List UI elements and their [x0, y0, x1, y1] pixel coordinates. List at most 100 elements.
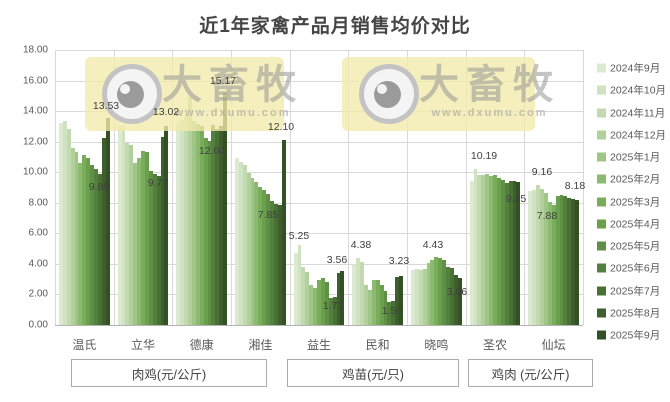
bar-晓鸣-2024年9月	[411, 270, 415, 325]
bar-民和-2025年3月	[375, 279, 380, 325]
bar-温氏-2025年2月	[78, 163, 83, 325]
bar-德康-2024年11月	[184, 114, 189, 325]
bar-益生-2025年9月	[340, 270, 345, 325]
value-label: 9.35	[505, 193, 527, 205]
value-label: 9.89	[88, 181, 110, 193]
y-axis-tick-label: 0.00	[28, 319, 48, 331]
bar-湘佳-2025年4月	[262, 189, 267, 325]
bar-益生-2025年3月	[317, 279, 321, 325]
legend-item: 2024年9月	[597, 61, 660, 76]
bar-民和-2025年7月	[391, 301, 396, 325]
bar-圣农-2025年2月	[489, 176, 494, 325]
bar-湘佳-2025年5月	[266, 193, 271, 325]
bar-晓鸣-2024年10月	[414, 269, 419, 325]
bar-晓鸣-2024年12月	[422, 269, 427, 325]
bar-益生-2024年9月	[293, 253, 298, 325]
bar-立华-2025年2月	[137, 158, 142, 325]
bar-圣农-2025年7月	[508, 181, 513, 325]
bar-仙坛-2024年10月	[532, 189, 537, 325]
legend-label: 2025年8月	[610, 307, 661, 320]
bar-湘佳-2024年11月	[242, 164, 247, 325]
value-label: 1.50	[381, 305, 403, 317]
bar-德康-2025年1月	[191, 121, 196, 325]
bar-民和-2025年2月	[371, 279, 376, 325]
legend-item: 2025年8月	[597, 305, 660, 320]
bar-湘佳-2025年8月	[277, 205, 282, 325]
value-label: 15.17	[209, 75, 237, 87]
gridline-vertical	[465, 50, 467, 325]
bar-德康-2024年9月	[176, 121, 181, 325]
bar-圣农-2025年5月	[500, 179, 505, 325]
bar-湘佳-2024年9月	[235, 157, 239, 325]
bar-湘佳-2024年10月	[238, 161, 243, 325]
bar-仙坛-2024年12月	[540, 189, 544, 325]
category-label: 晓鸣	[424, 338, 449, 352]
bar-立华-2025年9月	[164, 126, 169, 325]
bar-晓鸣-2025年5月	[442, 260, 447, 325]
bar-圣农-2024年12月	[481, 175, 486, 325]
bar-德康-2024年12月	[188, 97, 192, 325]
watermark-brand: 大畜牧	[419, 63, 560, 107]
bar-德康-2025年2月	[195, 124, 200, 325]
gridline-vertical	[524, 50, 526, 325]
y-axis-tick-label: 4.00	[28, 258, 48, 270]
bar-圣农-2025年4月	[496, 178, 501, 325]
watermark-url: www.dxumu.com	[174, 107, 291, 119]
legend-item: 2025年1月	[597, 150, 660, 165]
value-label: 3.23	[388, 255, 410, 267]
bar-湘佳-2024年12月	[246, 172, 251, 325]
bar-仙坛-2025年1月	[543, 192, 548, 325]
gridline-vertical	[113, 50, 115, 325]
bar-温氏-2024年12月	[70, 147, 75, 325]
bar-圣农-2024年11月	[477, 174, 482, 325]
legend-item: 2025年3月	[597, 194, 660, 209]
gridline-horizontal	[55, 111, 583, 113]
legend-label: 2025年3月	[610, 196, 661, 208]
bar-民和-2025年8月	[395, 276, 400, 325]
bar-温氏-2025年7月	[97, 173, 102, 325]
gridline-vertical	[348, 50, 350, 325]
legend-item: 2025年6月	[597, 261, 660, 276]
bar-立华-2025年6月	[152, 173, 157, 325]
legend-swatch-icon	[597, 108, 606, 117]
bar-民和-2025年4月	[379, 285, 384, 325]
legend-label: 2024年11月	[610, 107, 666, 119]
value-label: 13.02	[152, 106, 180, 118]
bar-仙坛-2025年5月	[559, 195, 564, 325]
bar-圣农-2025年6月	[504, 182, 509, 325]
gridline-horizontal	[55, 233, 583, 235]
bar-仙坛-2025年4月	[555, 196, 560, 325]
axis-group-box: 肉鸡(元/公斤)	[71, 359, 267, 387]
bar-圣农-2025年1月	[485, 173, 490, 325]
value-label: 7.85	[257, 209, 279, 221]
bar-民和-2025年6月	[387, 302, 392, 325]
category-label: 德康	[189, 338, 214, 352]
legend-swatch-icon	[597, 241, 606, 251]
watermark: 大畜牧 www.dxumu.com	[342, 57, 553, 131]
bar-仙坛-2024年9月	[528, 191, 533, 325]
value-label: 4.43	[422, 239, 444, 251]
bar-晓鸣-2025年7月	[449, 268, 454, 325]
bar-益生-2025年1月	[309, 285, 314, 325]
bar-圣农-2025年8月	[512, 181, 517, 325]
axis-group-box: 鸡肉 (元/公斤)	[468, 359, 593, 387]
value-label: 3.56	[326, 254, 348, 266]
bar-仙坛-2025年2月	[547, 201, 552, 325]
bar-温氏-2025年9月	[105, 118, 110, 325]
bar-圣农-2024年9月	[469, 180, 474, 325]
bar-立华-2025年7月	[156, 175, 161, 325]
legend-label: 2024年12月	[610, 129, 667, 142]
y-axis-tick-label: 14.00	[22, 105, 48, 117]
y-axis-tick-label: 2.00	[28, 288, 48, 300]
bar-德康-2025年6月	[211, 124, 216, 325]
legend-item: 2025年5月	[597, 239, 660, 254]
bar-仙坛-2025年8月	[571, 198, 576, 325]
legend-item: 2025年4月	[597, 216, 660, 231]
value-label: 4.38	[350, 239, 372, 251]
gridline-vertical	[55, 50, 56, 325]
legend-label: 2025年1月	[610, 151, 661, 164]
legend-swatch-icon	[597, 174, 606, 184]
legend-swatch-icon	[597, 63, 606, 73]
legend-item: 2024年11月	[597, 105, 665, 120]
legend-swatch-icon	[597, 308, 606, 318]
